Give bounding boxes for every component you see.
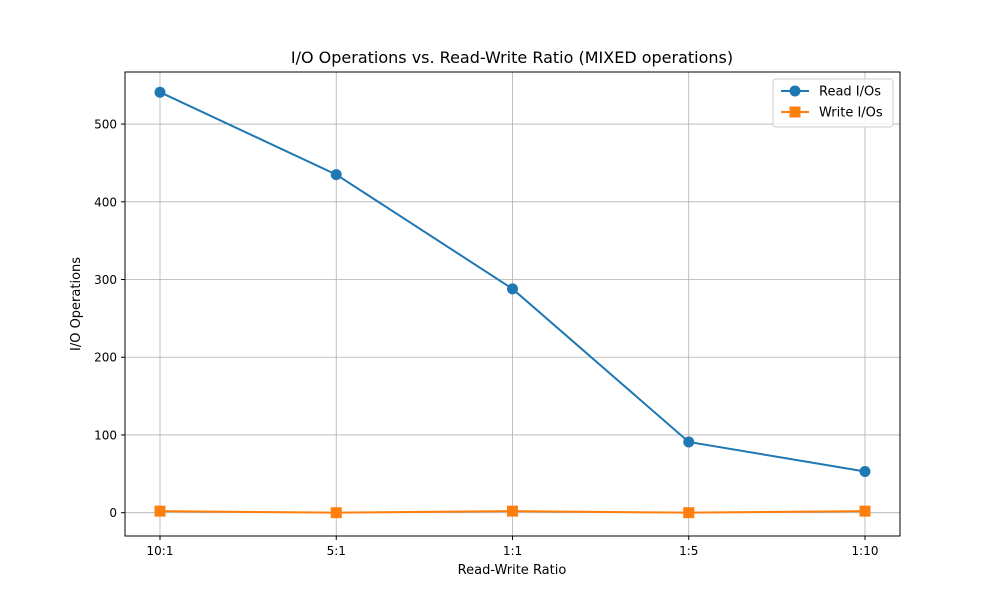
y-tick-label: 300	[94, 273, 117, 287]
legend-marker	[789, 85, 801, 97]
chart-title: I/O Operations vs. Read-Write Ratio (MIX…	[291, 48, 733, 67]
data-point	[154, 505, 166, 517]
data-point	[154, 86, 166, 98]
legend-item: Read I/Os	[781, 85, 881, 100]
y-tick-label: 400	[94, 195, 117, 209]
data-point	[330, 507, 342, 519]
x-tick-label: 1:5	[679, 544, 698, 558]
x-tick-label: 10:1	[147, 544, 174, 558]
legend: Read I/Os Write I/Os	[772, 78, 894, 128]
legend-label: Read I/Os	[819, 85, 881, 100]
data-point	[683, 436, 695, 448]
legend-label: Write I/Os	[819, 106, 883, 121]
series-2	[154, 505, 871, 519]
tick-layer: 10:1 5:1 1:1 1:5 1:10 0 100 200 300 400 500	[94, 118, 878, 558]
data-point	[507, 283, 518, 295]
x-tick-label: 1:1	[503, 544, 522, 558]
data-point	[507, 505, 518, 517]
x-axis-label: Read-Write Ratio	[458, 563, 567, 578]
y-tick-label: 500	[94, 118, 117, 132]
x-tick-label: 1:10	[852, 544, 879, 558]
y-axis-label: I/O Operations	[69, 257, 84, 351]
grid-layer	[125, 72, 900, 536]
x-tick-label: 5:1	[327, 544, 346, 558]
y-tick-label: 200	[94, 351, 117, 365]
y-tick-label: 0	[109, 506, 117, 520]
data-point	[859, 505, 871, 517]
data-point	[683, 507, 695, 519]
data-point	[330, 169, 342, 181]
y-tick-label: 100	[94, 428, 117, 442]
data-point	[859, 465, 871, 477]
series-layer	[154, 86, 871, 519]
legend-marker	[789, 106, 801, 118]
legend-item: Write I/Os	[781, 106, 883, 121]
series-1	[154, 86, 871, 477]
